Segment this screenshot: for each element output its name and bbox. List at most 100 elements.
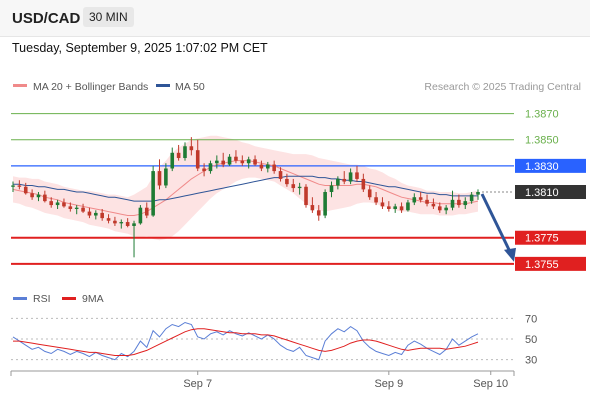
candle-body <box>469 194 474 202</box>
ma20-legend-swatch <box>13 84 27 87</box>
symbol-title: USD/CAD <box>12 10 81 27</box>
price-levels <box>11 113 514 265</box>
candle-body <box>195 150 200 169</box>
candle-body <box>285 178 289 185</box>
candle-body <box>310 205 315 211</box>
candle-body <box>87 211 92 216</box>
candle-body <box>74 207 79 209</box>
ma50-line <box>13 175 478 202</box>
bollinger-band <box>13 135 478 241</box>
candle-body <box>336 178 340 186</box>
candle-body <box>457 199 461 206</box>
candle-body <box>329 185 334 192</box>
price-labels: 1.3870 1.3850 1.3830 1.3810 1.3775 1.3755 <box>515 109 586 271</box>
candle-body <box>106 218 111 221</box>
candle-body <box>412 197 417 203</box>
candle-body <box>164 168 168 186</box>
last-price-label: 1.3810 <box>525 187 559 199</box>
rsi-tick-label: 50 <box>525 334 537 346</box>
candle-body <box>215 160 219 164</box>
rsi-legend-label: RSI <box>33 293 51 305</box>
rsi-legend-swatch <box>13 297 27 300</box>
candle-body <box>208 163 213 172</box>
candle-body <box>55 202 60 206</box>
candle-body <box>36 194 41 198</box>
candle-body <box>202 168 206 172</box>
legend: MA 20 + Bollinger Bands MA 50 Research ©… <box>13 81 581 93</box>
candle-body <box>387 206 391 209</box>
forecast-arrow <box>480 193 516 262</box>
candle-body <box>119 222 124 224</box>
candle-body <box>240 160 245 164</box>
ma20-line <box>12 160 479 216</box>
candle-body <box>144 207 149 216</box>
candle-body <box>348 172 353 182</box>
ma50-legend-label: MA 50 <box>175 81 205 93</box>
candle-body <box>157 171 162 186</box>
candle-body <box>374 197 378 203</box>
candles <box>11 137 480 258</box>
pivot-label-bg <box>515 158 586 173</box>
candle-body <box>17 185 22 187</box>
candle-body <box>132 223 136 226</box>
timeframe-badge[interactable]: 30 MIN <box>83 7 134 27</box>
candle-body <box>418 197 423 200</box>
datetime-label: Tuesday, September 9, 2025 1:07:02 PM CE… <box>12 41 268 55</box>
pivot-label: 1.3830 <box>525 161 559 173</box>
candle-body <box>406 202 410 211</box>
candle-body <box>361 178 366 190</box>
x-axis-label: Sep 9 <box>374 378 403 390</box>
candle-body <box>94 212 98 216</box>
support-label-bg <box>515 230 586 245</box>
candle-body <box>259 164 264 169</box>
moving-averages <box>12 160 479 216</box>
last-price-label-bg <box>515 185 586 199</box>
candle-body <box>355 172 359 179</box>
candle-body <box>100 212 104 219</box>
candle-body <box>43 194 47 202</box>
forecast-arrow-head <box>504 247 516 262</box>
rsi-tick-label: 70 <box>525 313 537 325</box>
x-axis-label: Sep 7 <box>183 378 212 390</box>
candle-body <box>304 186 308 206</box>
candle-body <box>342 178 347 182</box>
candle-body <box>234 156 238 161</box>
rsi-ma-line <box>13 328 479 356</box>
candle-body <box>189 146 194 151</box>
candle-body <box>367 189 372 198</box>
x-axis-label: Sep 10 <box>473 378 508 390</box>
candle-body <box>380 202 385 207</box>
candle-body <box>444 207 448 211</box>
ma20-legend-label: MA 20 + Bollinger Bands <box>33 81 148 93</box>
support-label: 1.3755 <box>525 259 559 271</box>
candle-body <box>81 207 85 212</box>
candle-body <box>265 164 270 169</box>
candle-body <box>11 185 15 187</box>
candle-body <box>49 201 54 206</box>
candle-body <box>183 146 187 159</box>
candle-body <box>246 159 251 164</box>
candle-body <box>297 186 302 189</box>
candle-body <box>30 193 34 198</box>
candle-body <box>323 192 327 216</box>
rsi-tick-label: 30 <box>525 355 537 367</box>
candle-body <box>68 206 73 209</box>
candle-body <box>316 210 321 216</box>
candle-body <box>221 160 226 165</box>
candle-body <box>23 186 28 194</box>
candle-body <box>227 156 232 165</box>
ma9-legend-swatch <box>62 297 76 300</box>
rsi-line <box>12 321 479 361</box>
credit-text: Research © 2025 Trading Central <box>424 81 581 93</box>
candle-body <box>170 152 175 169</box>
ma9-legend-label: 9MA <box>82 293 104 305</box>
candle-body <box>463 201 468 206</box>
forecast-arrow-shaft <box>480 193 513 255</box>
resistance-label: 1.3870 <box>525 109 559 121</box>
candle-body <box>253 159 257 165</box>
chart-header: USD/CAD 30 MIN <box>0 0 590 37</box>
support-label-bg <box>515 256 586 271</box>
candle-body <box>476 192 480 195</box>
rsi-legend: RSI 9MA <box>13 293 104 305</box>
